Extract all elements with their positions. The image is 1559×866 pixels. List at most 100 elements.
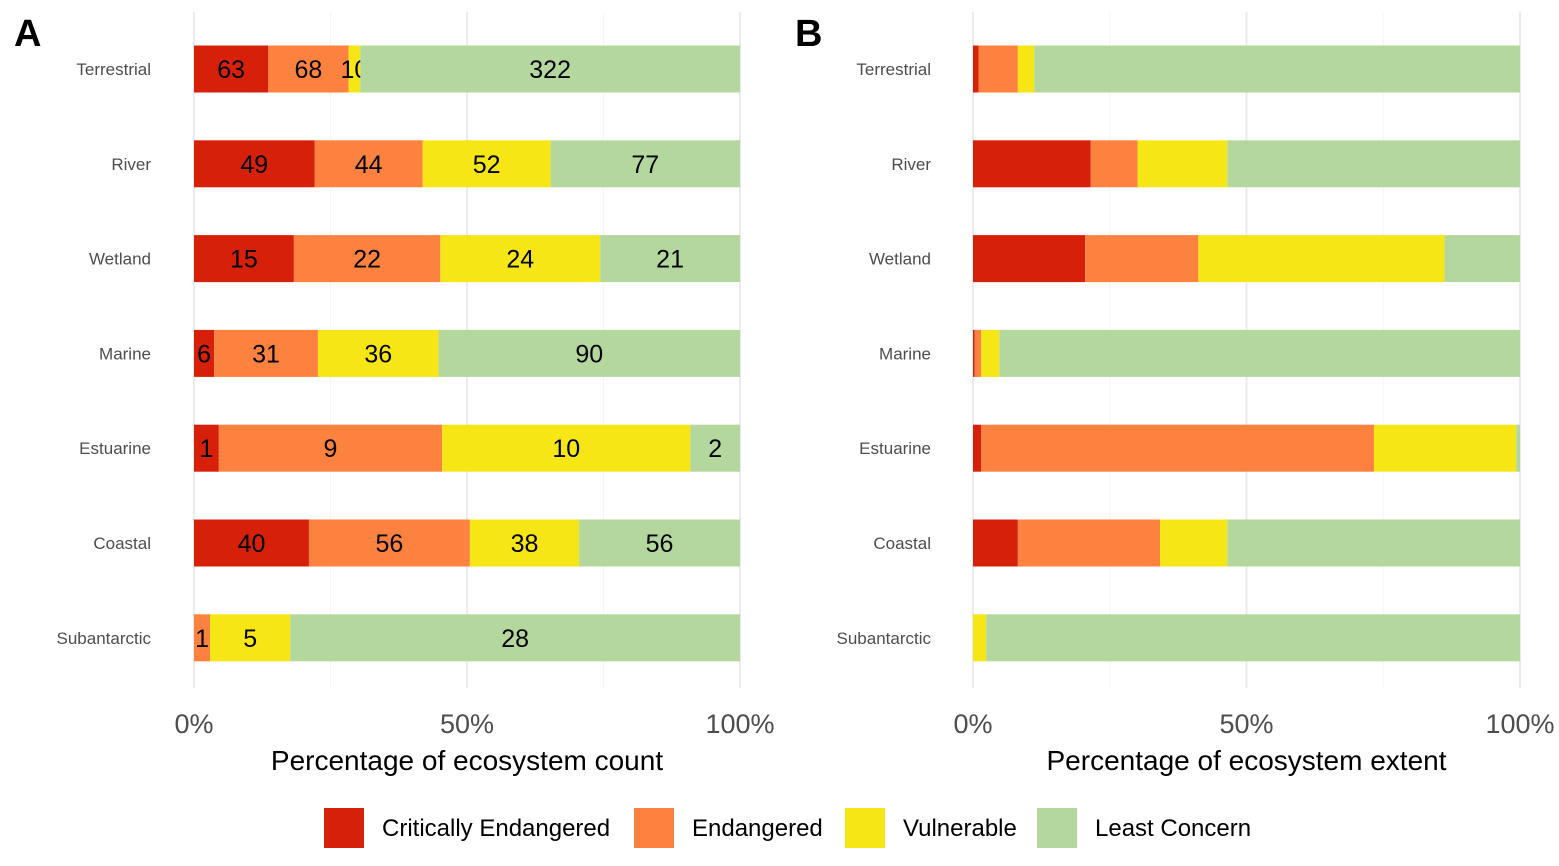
legend-label-least-concern: Least Concern [1095, 815, 1251, 842]
category-label-estuarine: Estuarine [79, 439, 151, 458]
legend-key-vulnerable [845, 808, 885, 848]
bar-marine-endangered [974, 329, 982, 377]
tick-label-0: 0% [953, 709, 992, 739]
bar-terrestrial-least-concern [1034, 45, 1520, 93]
bar-terrestrial-critically-endangered [973, 45, 979, 93]
value-label-marine-least-concern: 90 [575, 340, 603, 368]
x-axis-title: Percentage of ecosystem count [271, 745, 663, 776]
category-label-wetland: Wetland [89, 250, 151, 269]
value-label-estuarine-vulnerable: 10 [552, 435, 580, 463]
bar-coastal-endangered [308, 519, 470, 567]
bar-wetland-least-concern [600, 235, 740, 283]
bar-wetland-endangered [293, 235, 441, 283]
value-label-wetland-endangered: 22 [353, 246, 381, 274]
value-label-river-critically-endangered: 49 [240, 151, 268, 179]
value-label-wetland-critically-endangered: 15 [230, 246, 258, 274]
bar-estuarine-least-concern [1516, 424, 1520, 472]
legend-key-critically-endangered [324, 808, 364, 848]
value-label-marine-endangered: 31 [252, 340, 280, 368]
value-label-terrestrial-endangered: 68 [294, 56, 322, 84]
bar-river-critically-endangered [194, 140, 315, 188]
bar-coastal-least-concern [1227, 519, 1520, 567]
category-label-terrestrial: Terrestrial [76, 60, 151, 79]
bar-estuarine-least-concern [690, 424, 740, 472]
bar-marine-vulnerable [981, 329, 1000, 377]
value-label-estuarine-endangered: 9 [324, 435, 338, 463]
legend-key-least-concern [1037, 808, 1077, 848]
value-label-subantarctic-endangered: 1 [195, 625, 209, 653]
value-label-wetland-vulnerable: 24 [506, 246, 534, 274]
bar-marine-critically-endangered [973, 329, 975, 377]
bar-terrestrial-critically-endangered [194, 45, 269, 93]
bar-subantarctic-endangered [194, 614, 211, 662]
bar-coastal-critically-endangered [194, 519, 309, 567]
bar-river-least-concern [1227, 140, 1520, 188]
bar-marine-least-concern [438, 329, 740, 377]
value-label-coastal-least-concern: 56 [646, 530, 674, 558]
category-label-wetland: Wetland [869, 250, 931, 269]
category-label-coastal: Coastal [93, 534, 151, 553]
category-label-marine: Marine [879, 344, 931, 363]
x-axis-title: Percentage of ecosystem extent [1047, 745, 1447, 776]
category-label-subantarctic: Subantarctic [837, 629, 932, 648]
category-label-river: River [111, 155, 151, 174]
bar-estuarine-endangered [981, 424, 1374, 472]
bar-marine-endangered [214, 329, 318, 377]
value-label-coastal-vulnerable: 38 [511, 530, 539, 558]
bar-river-endangered [1090, 140, 1138, 188]
bar-wetland-least-concern [1444, 235, 1520, 283]
category-label-marine: Marine [99, 344, 151, 363]
bar-coastal-critically-endangered [973, 519, 1018, 567]
bar-terrestrial-vulnerable [1017, 45, 1035, 93]
bar-subantarctic-least-concern [290, 614, 740, 662]
legend-label-critically-endangered: Critically Endangered [382, 815, 610, 842]
bar-marine-least-concern [999, 329, 1520, 377]
value-label-marine-vulnerable: 36 [364, 340, 392, 368]
bar-wetland-vulnerable [1198, 235, 1445, 283]
bar-coastal-endangered [1017, 519, 1161, 567]
bar-terrestrial-least-concern [360, 45, 740, 93]
bar-river-vulnerable [422, 140, 551, 188]
bar-marine-vulnerable [317, 329, 439, 377]
category-label-estuarine: Estuarine [859, 439, 931, 458]
bar-subantarctic-vulnerable [973, 614, 987, 662]
value-label-estuarine-critically-endangered: 1 [199, 435, 213, 463]
value-label-coastal-critically-endangered: 40 [238, 530, 266, 558]
value-label-terrestrial-least-concern: 322 [529, 56, 571, 84]
bar-river-least-concern [550, 140, 740, 188]
value-label-coastal-endangered: 56 [376, 530, 404, 558]
category-label-coastal: Coastal [873, 534, 931, 553]
bar-estuarine-vulnerable [442, 424, 691, 472]
bar-estuarine-critically-endangered [973, 424, 982, 472]
bar-wetland-vulnerable [440, 235, 601, 283]
bar-coastal-least-concern [579, 519, 740, 567]
bar-coastal-vulnerable [1160, 519, 1228, 567]
panel-label: A [14, 13, 41, 55]
bar-terrestrial-endangered [978, 45, 1018, 93]
bar-estuarine-vulnerable [1373, 424, 1517, 472]
bar-wetland-critically-endangered [973, 235, 1086, 283]
bar-terrestrial-vulnerable [348, 45, 361, 93]
legend-label-endangered: Endangered [692, 815, 823, 842]
value-label-estuarine-least-concern: 2 [708, 435, 722, 463]
bar-marine-critically-endangered [194, 329, 215, 377]
value-label-subantarctic-vulnerable: 5 [243, 625, 257, 653]
tick-label-100: 100% [1485, 709, 1554, 739]
bar-river-vulnerable [1137, 140, 1228, 188]
bar-river-critically-endangered [973, 140, 1091, 188]
value-label-wetland-least-concern: 21 [656, 246, 684, 274]
bar-estuarine-endangered [218, 424, 443, 472]
value-label-river-vulnerable: 52 [473, 151, 501, 179]
category-label-subantarctic: Subantarctic [57, 629, 152, 648]
legend: Critically Endangered Endangered Vulnerabl… [324, 808, 1251, 848]
tick-label-50: 50% [440, 709, 494, 739]
tick-label-0: 0% [174, 709, 213, 739]
value-label-river-least-concern: 77 [631, 151, 659, 179]
category-label-terrestrial: Terrestrial [856, 60, 931, 79]
bar-river-endangered [314, 140, 423, 188]
category-label-river: River [891, 155, 931, 174]
tick-label-100: 100% [705, 709, 774, 739]
bar-subantarctic-least-concern [986, 614, 1520, 662]
value-label-marine-critically-endangered: 6 [197, 340, 211, 368]
